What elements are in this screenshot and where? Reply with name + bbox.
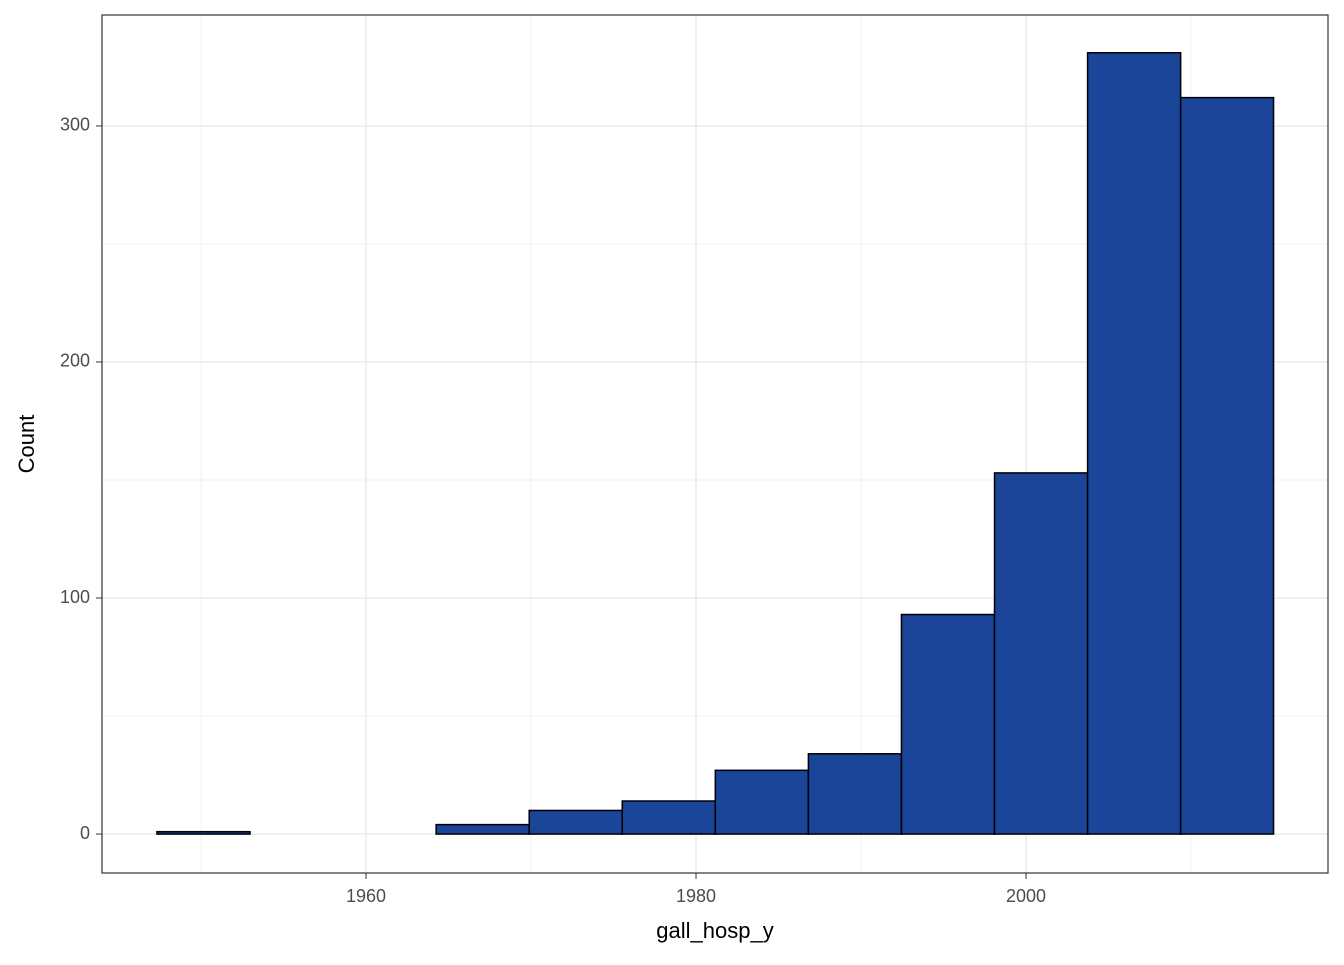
- y-axis-title: Count: [14, 415, 39, 474]
- bar: [900, 613, 996, 835]
- x-tick-label: 2000: [1006, 886, 1046, 906]
- bar: [528, 809, 624, 835]
- y-tick-label: 300: [60, 115, 90, 135]
- y-tick-label: 200: [60, 351, 90, 371]
- bar: [621, 800, 717, 835]
- x-tick-label: 1980: [676, 886, 716, 906]
- bar: [714, 769, 810, 835]
- bar: [1179, 96, 1275, 835]
- bar: [807, 753, 903, 835]
- bar: [156, 830, 251, 835]
- bar: [435, 823, 530, 835]
- bar: [993, 472, 1089, 835]
- x-axis-title: gall_hosp_y: [656, 918, 773, 943]
- y-tick-label: 100: [60, 587, 90, 607]
- bar: [1086, 52, 1182, 835]
- x-tick-label: 1960: [346, 886, 386, 906]
- panel-border: [101, 14, 1329, 874]
- y-tick-label: 0: [80, 823, 90, 843]
